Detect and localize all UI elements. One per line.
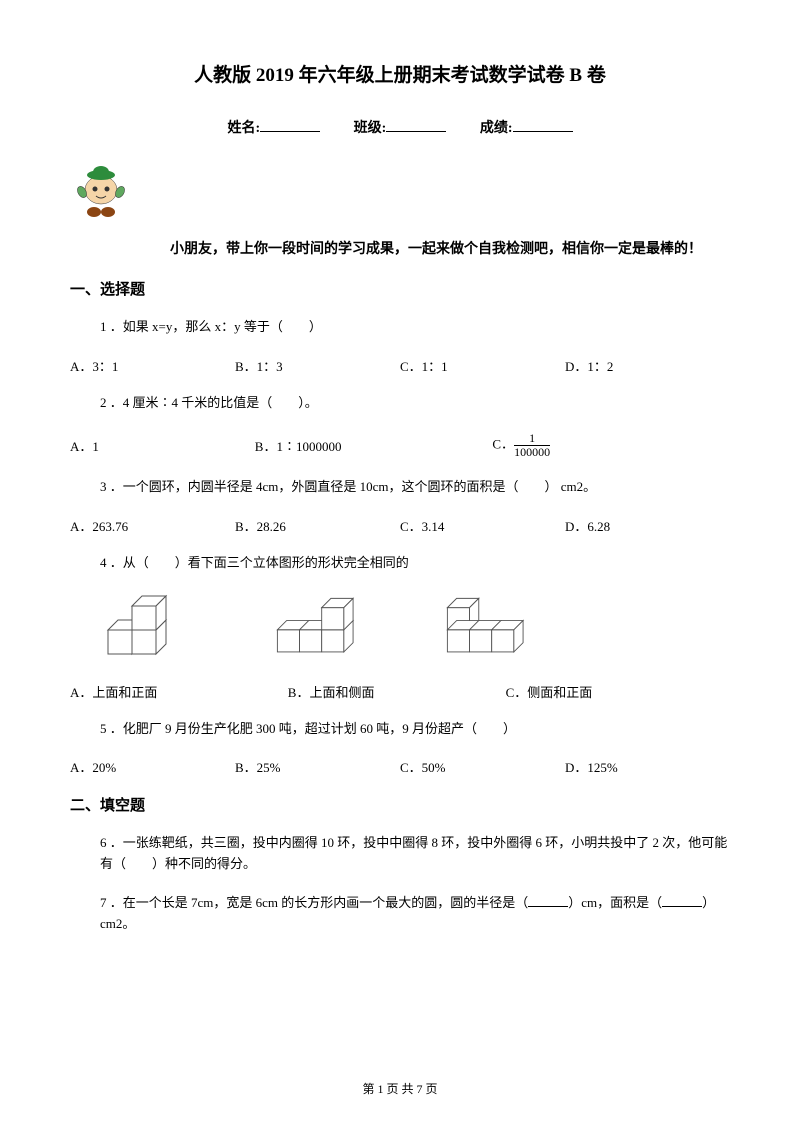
name-blank bbox=[260, 131, 320, 132]
q5-text: 5 ．化肥厂 9 月份生产化肥 300 吨，超过计划 60 吨，9 月份超产（ … bbox=[100, 719, 730, 740]
q7-text: 7 ．在一个长是 7cm，宽是 6cm 的长方形内画一个最大的圆，圆的半径是（）… bbox=[100, 893, 730, 935]
q2-options: A．1 B．1∶1000000 C．1100000 bbox=[70, 432, 730, 459]
q6-text: 6 ．一张练靶纸，共三圈，投中内圈得 10 环，投中中圈得 8 环，投中外圈得 … bbox=[100, 833, 730, 875]
q3-opt-a: A．263.76 bbox=[70, 516, 235, 535]
q4-options: A．上面和正面 B．上面和侧面 C．侧面和正面 bbox=[70, 682, 730, 701]
cube-fig-3 bbox=[440, 592, 560, 662]
score-blank bbox=[513, 131, 573, 132]
q4-opt-c: C．侧面和正面 bbox=[506, 682, 724, 701]
cube-fig-2 bbox=[270, 592, 390, 662]
q5-opt-c: C．50% bbox=[400, 757, 565, 776]
cube-figures bbox=[100, 592, 730, 662]
q5-options: A．20% B．25% C．50% D．125% bbox=[70, 757, 730, 776]
q3-opt-d: D．6.28 bbox=[565, 516, 730, 535]
q2-opt-a: A．1 bbox=[70, 436, 255, 455]
cube-fig-1 bbox=[100, 592, 220, 662]
q4-text: 4 ．从（ ）看下面三个立体图形的形状完全相同的 bbox=[100, 553, 730, 574]
q1-options: A．3：1 B．1：3 C．1：1 D．1：2 bbox=[70, 356, 730, 375]
q3-opt-c: C．3.14 bbox=[400, 516, 565, 535]
q1-opt-b: B．1：3 bbox=[235, 356, 400, 375]
q5-opt-d: D．125% bbox=[565, 757, 730, 776]
info-line: 姓名: 班级: 成绩: bbox=[70, 117, 730, 137]
q5-opt-b: B．25% bbox=[235, 757, 400, 776]
q1-text: 1 ．如果 x=y，那么 x：y 等于（ ） bbox=[100, 317, 730, 338]
q3-options: A．263.76 B．28.26 C．3.14 D．6.28 bbox=[70, 516, 730, 535]
section-2-title: 二、填空题 bbox=[70, 794, 730, 815]
q2-opt-c: C．1100000 bbox=[492, 432, 730, 459]
name-label: 姓名: bbox=[227, 121, 260, 136]
page-title: 人教版 2019 年六年级上册期末考试数学试卷 B 卷 bbox=[70, 60, 730, 87]
encourage-text: 小朋友，带上你一段时间的学习成果，一起来做个自我检测吧，相信你一定是最棒的！ bbox=[170, 198, 730, 258]
q4-opt-a: A．上面和正面 bbox=[70, 682, 288, 701]
q4-opt-b: B．上面和侧面 bbox=[288, 682, 506, 701]
class-blank bbox=[386, 131, 446, 132]
q1-opt-d: D．1：2 bbox=[565, 356, 730, 375]
q1-opt-c: C．1：1 bbox=[400, 356, 565, 375]
q2-opt-b: B．1∶1000000 bbox=[255, 436, 493, 455]
page-footer: 第 1 页 共 7 页 bbox=[0, 1080, 800, 1097]
q5-opt-a: A．20% bbox=[70, 757, 235, 776]
q2-text: 2 ．4 厘米∶4 千米的比值是（ ）。 bbox=[100, 393, 730, 414]
q7-blank-1 bbox=[528, 894, 568, 907]
q3-text: 3 ．一个圆环，内圆半径是 4cm，外圆直径是 10cm，这个圆环的面积是（ ）… bbox=[100, 477, 730, 498]
q1-opt-a: A．3：1 bbox=[70, 356, 235, 375]
q7-blank-2 bbox=[662, 894, 702, 907]
class-label: 班级: bbox=[354, 121, 387, 136]
mascot-image bbox=[70, 162, 132, 224]
section-1-title: 一、选择题 bbox=[70, 278, 730, 299]
score-label: 成绩: bbox=[480, 121, 513, 136]
q3-opt-b: B．28.26 bbox=[235, 516, 400, 535]
